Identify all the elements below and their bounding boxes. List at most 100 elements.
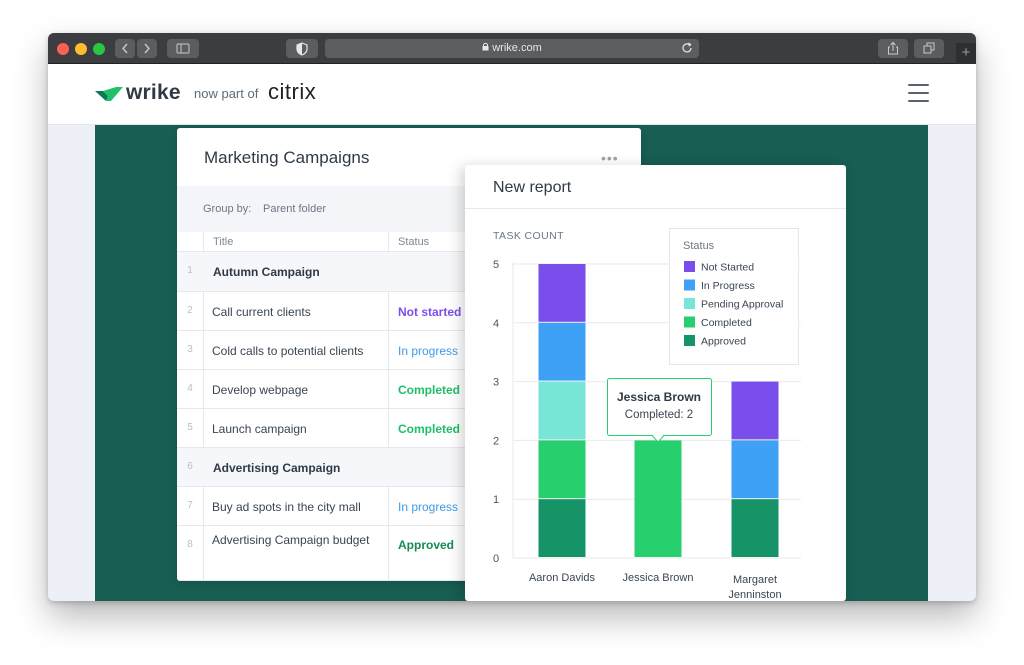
y-tick-label: 1 [493,494,499,506]
bar-segment-not-started [538,264,586,322]
wrike-logo[interactable]: wrike [126,81,181,104]
task-title[interactable]: Call current clients [212,305,311,319]
x-tick-label: Jessica Brown [623,572,694,584]
status-badge[interactable]: In progress [398,500,459,514]
task-title[interactable]: Develop webpage [212,383,309,397]
url-text: wrike.com [492,42,542,54]
bar-segment-in-progress [538,322,586,381]
menu-button[interactable] [908,84,929,102]
table-header: Title Status [177,232,641,252]
legend-entry: Pending Approval [701,299,783,311]
legend-entry: In Progress [701,280,755,292]
report-title: New report [493,179,572,196]
row-number: 4 [187,383,193,394]
share-icon [888,41,898,55]
table-row[interactable]: 2 Call current clients Not started [177,292,641,331]
browser-titlebar: wrike.com + [48,33,976,64]
citrix-logo: citrix [268,79,317,104]
table-row[interactable]: 4 Develop webpage Completed [177,370,641,409]
bar-segment-not-started [731,381,779,440]
task-title[interactable]: Autumn Campaign [213,265,320,279]
x-tick-label: Jenninston [728,589,781,601]
x-tick-label: Margaret [733,574,777,586]
status-badge[interactable]: Completed [398,422,461,436]
legend-title: Status [683,240,715,252]
bar-segment-pending-approval [538,381,586,440]
bar-segment-approved [538,499,586,557]
sidebar-icon [176,43,190,54]
row-number: 1 [187,265,193,276]
task-title[interactable]: Cold calls to potential clients [212,344,364,358]
reload-icon[interactable] [681,42,693,61]
row-number: 8 [187,539,193,550]
task-title[interactable]: Buy ad spots in the city mall [212,500,361,514]
lock-icon [482,39,489,58]
bar-segment-completed [538,440,586,499]
task-title[interactable]: Advertising Campaign [213,461,341,475]
legend-swatch [684,335,695,346]
y-tick-label: 5 [493,259,499,271]
row-number: 7 [187,500,193,511]
group-by-label: Group by: [203,203,252,215]
task-title[interactable]: Launch campaign [212,422,307,436]
task-title[interactable]: Advertising Campaign budget [212,533,370,547]
tabs-icon [923,42,935,54]
tooltip-value: Completed: 2 [625,409,693,421]
legend-swatch [684,316,695,328]
group-by-select[interactable]: Parent folder [263,203,326,215]
stacked-bar-chart: TASK COUNT 0 1 2 3 4 5 Aaron Davids Jessica Brow… [493,228,801,601]
column-header-title[interactable]: Title [213,236,234,248]
partner-text: now part of [194,86,259,101]
close-window-button[interactable] [57,43,69,55]
y-tick-label: 4 [493,318,499,330]
y-axis-label: TASK COUNT [493,230,564,242]
x-tick-label: Aaron Davids [529,572,596,584]
chevron-left-icon [122,43,128,54]
shield-icon [296,42,308,56]
status-badge[interactable]: Approved [398,538,455,552]
row-number: 3 [187,344,193,355]
new-tab-button[interactable]: + [956,43,976,64]
bar-segment-completed [634,440,682,557]
row-number: 2 [187,305,193,316]
back-button[interactable] [115,39,135,58]
row-number: 5 [187,422,193,433]
sidebar-toggle-button[interactable] [167,39,199,58]
bar-segment-approved [731,499,779,557]
privacy-report-button[interactable] [286,39,318,58]
fullscreen-window-button[interactable] [93,43,105,55]
share-button[interactable] [878,39,908,58]
status-badge[interactable]: Completed [398,383,461,397]
legend-entry: Not Started [701,262,754,274]
y-tick-label: 2 [493,435,499,447]
row-number: 6 [187,461,193,472]
address-bar[interactable]: wrike.com [325,39,699,58]
hamburger-icon [908,84,929,86]
forward-button[interactable] [137,39,157,58]
site-header: wrike now part of citrix [48,64,976,125]
browser-window: wrike.com + wrike now part of citrix Mar… [48,33,976,601]
wrike-check-icon[interactable] [94,86,124,102]
chart-tooltip [607,378,712,436]
legend-swatch [684,279,695,291]
table-row[interactable]: 8 Advertising Campaign budget Approved [177,526,641,581]
legend-swatch [684,298,695,309]
more-options-icon[interactable]: ••• [601,150,619,166]
report-card: New report TASK COUNT 0 1 2 3 4 5 Aaron Davids J… [465,165,846,601]
tabs-overview-button[interactable] [914,39,944,58]
legend-entry: Approved [701,336,746,348]
chevron-right-icon [144,43,150,54]
status-badge[interactable]: Not started [398,305,462,319]
legend-entry: Completed [701,317,752,329]
tooltip-title: Jessica Brown [617,390,701,404]
y-tick-label: 0 [493,553,499,565]
table-row[interactable]: 5 Launch campaign Completed [177,409,641,448]
tooltip-pointer [651,435,665,443]
status-badge[interactable]: In progress [398,344,459,358]
legend-swatch [684,261,695,272]
table-row[interactable]: 7 Buy ad spots in the city mall In progres… [177,487,641,526]
bar-segment-in-progress [731,440,779,499]
table-row[interactable]: 3 Cold calls to potential clients In progr… [177,331,641,370]
minimize-window-button[interactable] [75,43,87,55]
column-header-status[interactable]: Status [398,236,430,248]
